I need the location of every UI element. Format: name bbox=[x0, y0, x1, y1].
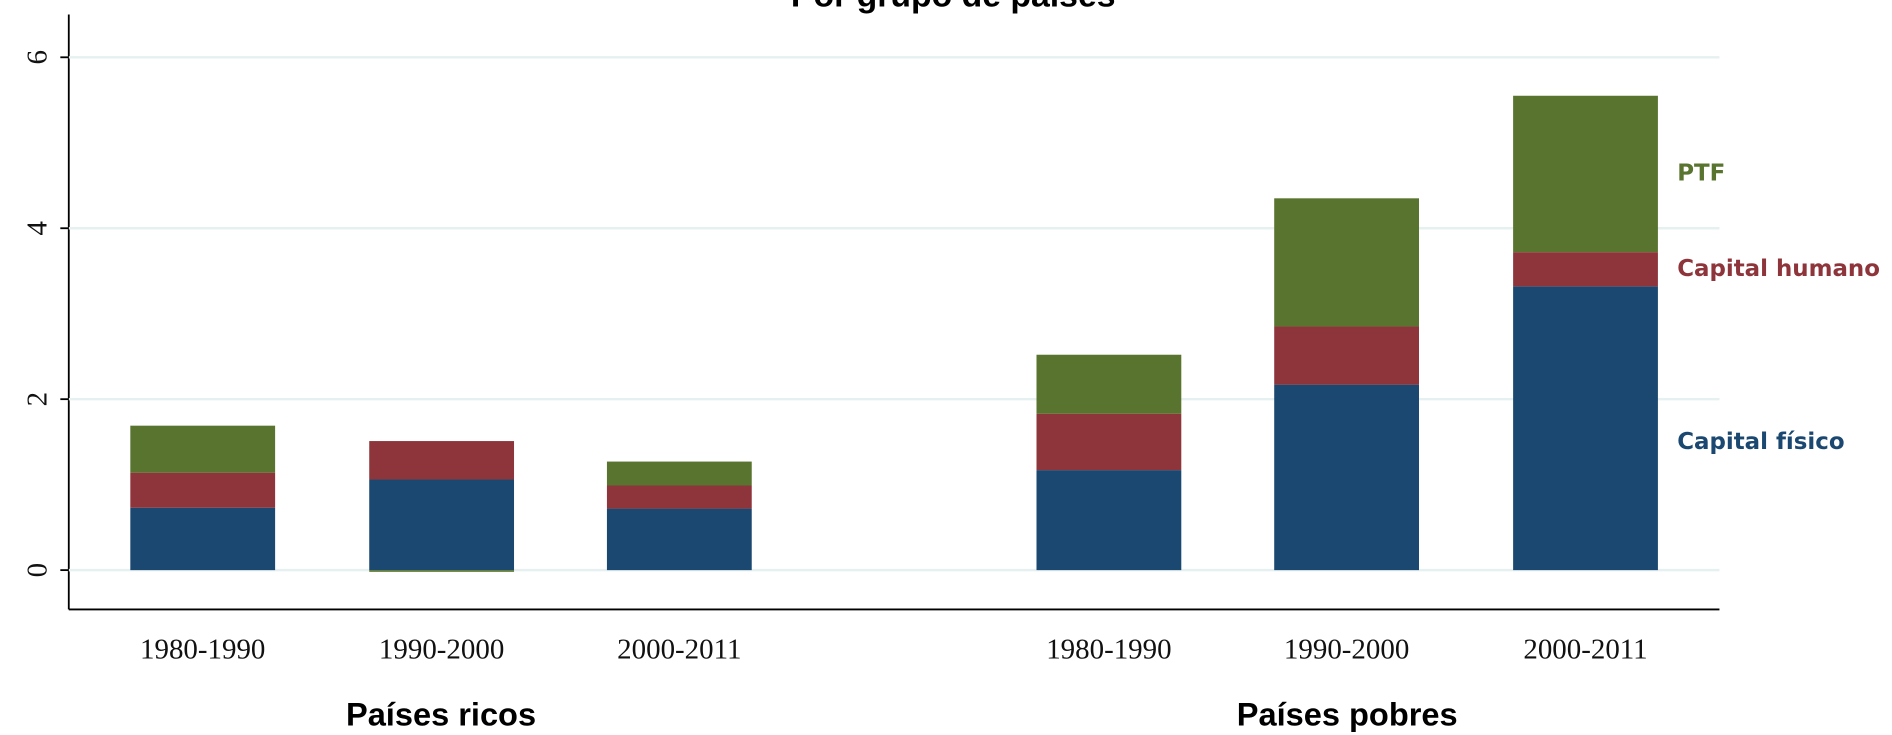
group-label: Países ricos bbox=[346, 696, 536, 732]
y-tick-label: 0 bbox=[21, 563, 53, 577]
x-tick-label: 2000-2011 bbox=[1523, 633, 1647, 665]
y-tick-label: 6 bbox=[21, 50, 53, 64]
x-tick-label: 1980-1990 bbox=[140, 633, 265, 665]
chart-title: Por grupo de países bbox=[791, 0, 1116, 15]
bar-segment bbox=[1036, 413, 1182, 471]
bar-segment bbox=[369, 441, 515, 480]
x-tick-label: 2000-2011 bbox=[617, 633, 741, 665]
x-tick-label: 1990-2000 bbox=[379, 633, 504, 665]
legend-label: Capital físico bbox=[1677, 429, 1844, 455]
bar-segment bbox=[1036, 470, 1182, 571]
bar-segment bbox=[369, 479, 515, 571]
y-tick-label: 2 bbox=[21, 392, 53, 406]
bar-segment bbox=[130, 425, 276, 473]
bar-segment bbox=[1513, 252, 1658, 287]
legend-label: PTF bbox=[1677, 160, 1725, 186]
bar-segment bbox=[606, 508, 752, 571]
bar-segment bbox=[606, 485, 752, 509]
bar-segment bbox=[1274, 384, 1419, 571]
bar-segment bbox=[1274, 326, 1419, 385]
bar-segment bbox=[606, 461, 752, 486]
legend-label: Capital humano bbox=[1677, 256, 1880, 282]
bar-segment bbox=[130, 507, 276, 571]
bar-segment bbox=[1274, 198, 1419, 327]
bar-segment bbox=[1513, 286, 1658, 571]
bar-segment bbox=[1036, 354, 1182, 414]
x-tick-label: 1990-2000 bbox=[1284, 633, 1409, 665]
y-tick-label: 4 bbox=[21, 220, 53, 235]
bar-segment bbox=[1513, 95, 1658, 253]
bar-segment bbox=[369, 570, 515, 572]
group-label: Países pobres bbox=[1237, 696, 1458, 732]
bar-segment bbox=[130, 472, 276, 508]
x-tick-label: 1980-1990 bbox=[1046, 633, 1171, 665]
